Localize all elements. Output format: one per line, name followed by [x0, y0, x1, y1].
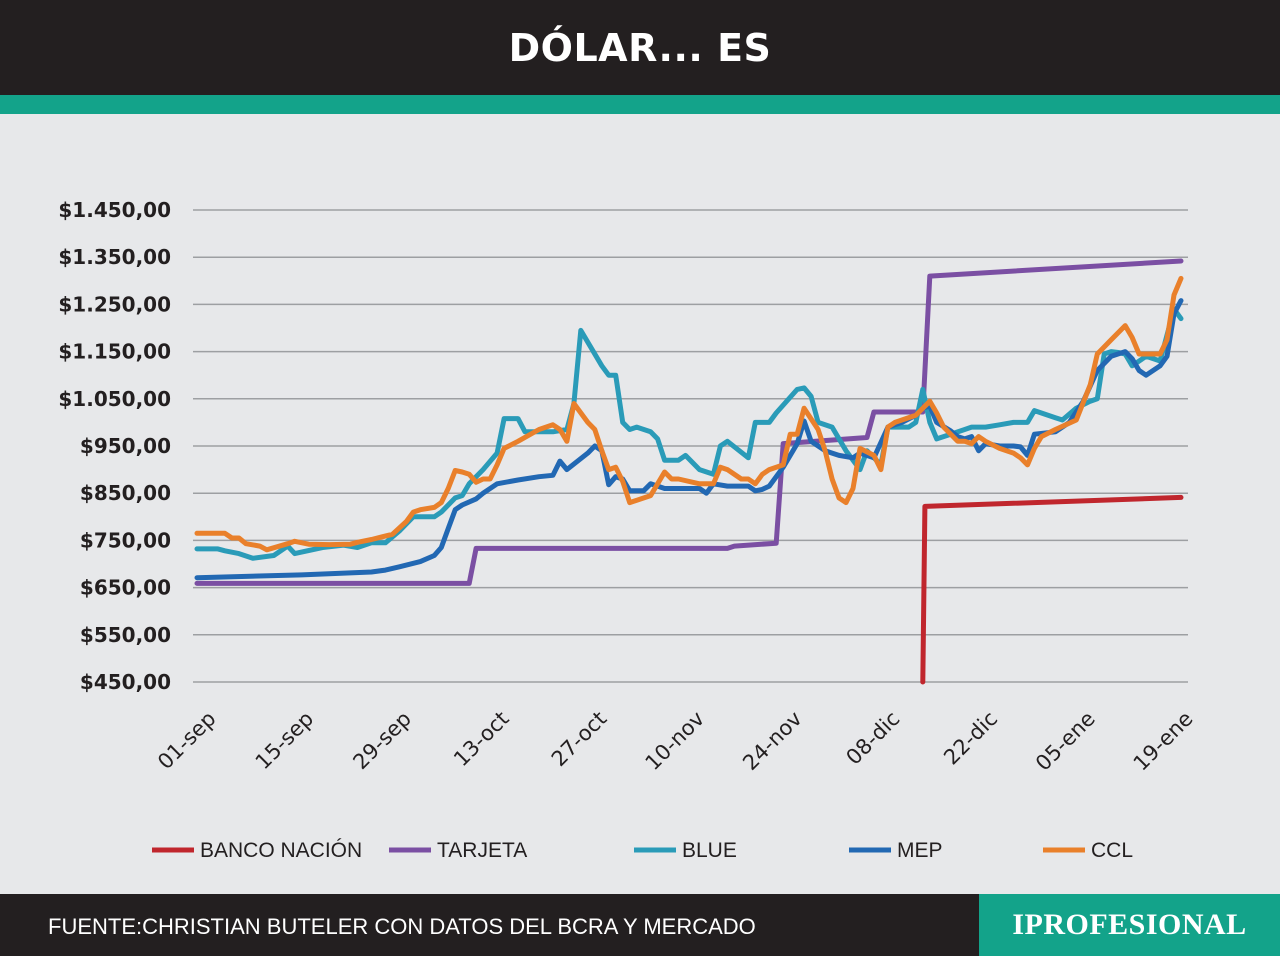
- series-line-tarjeta: [194, 258, 1184, 586]
- accent-bar: [0, 95, 1280, 114]
- chart-title: DÓLAR... ES: [508, 25, 772, 70]
- x-tick-label: 19-ene: [1129, 707, 1198, 776]
- legend-label: MEP: [897, 839, 943, 862]
- y-tick-label: $1.050,00: [58, 387, 171, 411]
- x-tick-label: 05-ene: [1031, 707, 1100, 776]
- gridlines: [193, 209, 1188, 683]
- legend: BANCO NACIÓN TARJETA BLUE MEP CCL: [152, 839, 1133, 862]
- y-tick-label: $1.150,00: [58, 340, 171, 364]
- header-bar: DÓLAR... ES: [0, 0, 1280, 95]
- y-tick-label: $1.350,00: [58, 245, 171, 269]
- x-tick-label: 13-oct: [449, 707, 514, 772]
- series-line-mep: [194, 298, 1184, 581]
- legend-label: BLUE: [682, 839, 737, 862]
- x-tick-label: 08-dic: [842, 707, 905, 770]
- chart: $1.450,00 $1.350,00 $1.250,00 $1.150,00 $1.0…: [58, 198, 1198, 862]
- y-tick-label: $650,00: [80, 576, 171, 600]
- footer-bar: FUENTE:CHRISTIAN BUTELER CON DATOS DEL B…: [0, 894, 1280, 956]
- x-axis-ticks: 01-sep 15-sep 29-sep 13-oct 27-oct 10-nov 24-n…: [153, 707, 1198, 776]
- brand-logo: IPROFESIONAL: [979, 894, 1280, 956]
- y-tick-label: $450,00: [80, 670, 171, 694]
- y-tick-label: $1.250,00: [58, 292, 171, 316]
- source-note: FUENTE:CHRISTIAN BUTELER CON DATOS DEL B…: [48, 914, 756, 939]
- y-tick-label: $550,00: [80, 623, 171, 647]
- x-tick-label: 22-dic: [939, 707, 1002, 770]
- y-axis-ticks: $1.450,00 $1.350,00 $1.250,00 $1.150,00 $1.0…: [58, 198, 171, 694]
- series-lines: [194, 258, 1184, 685]
- legend-label: CCL: [1091, 839, 1133, 862]
- brand-text: IPROFESIONAL: [1012, 908, 1247, 941]
- x-tick-label: 15-sep: [251, 707, 319, 775]
- x-tick-label: 29-sep: [348, 707, 416, 775]
- y-tick-label: $850,00: [80, 481, 171, 505]
- x-tick-label: 01-sep: [153, 707, 221, 775]
- y-tick-label: $750,00: [80, 528, 171, 552]
- y-tick-label: $950,00: [80, 434, 171, 458]
- x-tick-label: 27-oct: [547, 707, 612, 772]
- y-tick-label: $1.450,00: [58, 198, 171, 222]
- series-line-ccl: [194, 275, 1184, 553]
- x-tick-label: 10-nov: [641, 707, 710, 776]
- legend-label: BANCO NACIÓN: [200, 839, 362, 862]
- legend-label: TARJETA: [437, 839, 527, 862]
- series-line-blue: [194, 306, 1184, 561]
- series-line-banco-naci-n: [920, 494, 1184, 685]
- x-tick-label: 24-nov: [738, 707, 807, 776]
